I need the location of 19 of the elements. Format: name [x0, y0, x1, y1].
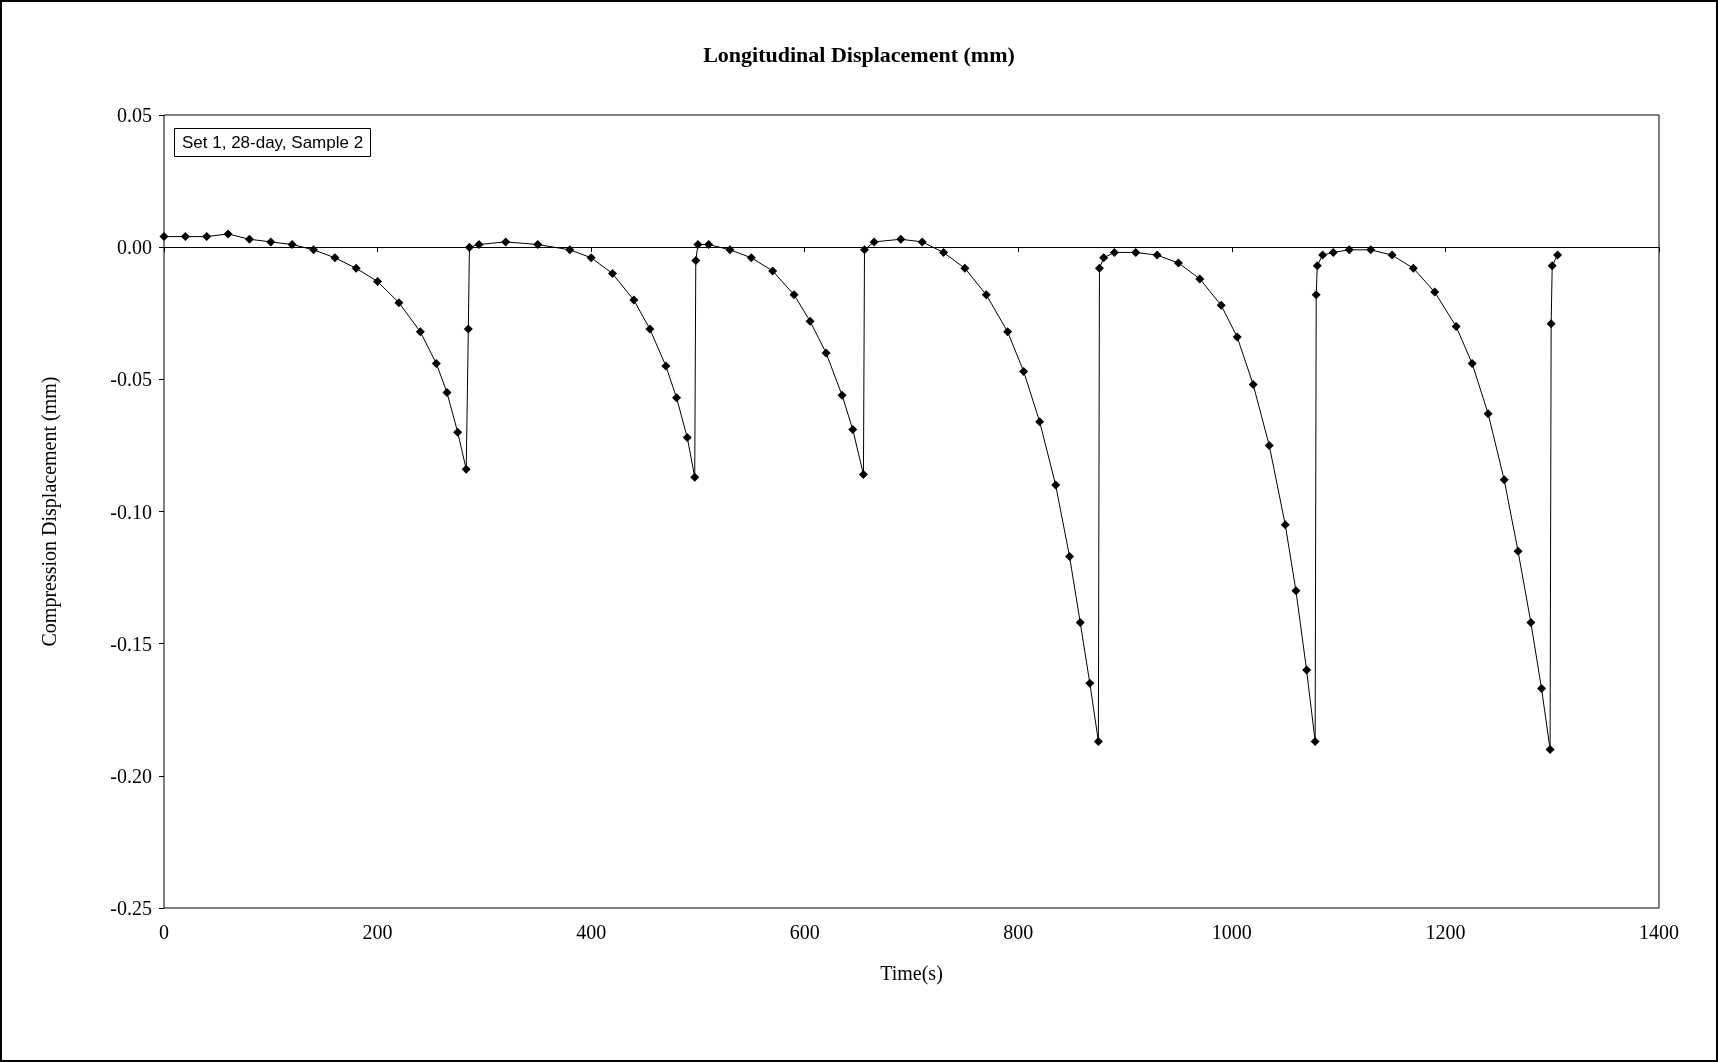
- x-tick-label: 0: [159, 921, 169, 943]
- y-tick-label: 0.05: [117, 104, 152, 126]
- y-tick-label: -0.15: [110, 632, 152, 655]
- x-tick-label: 1400: [1639, 921, 1679, 943]
- x-tick-label: 600: [789, 921, 820, 943]
- annotation: Set 1, 28-day, Sample 2: [182, 133, 364, 152]
- y-tick-label: -0.10: [110, 500, 152, 523]
- x-tick-label: 200: [362, 921, 393, 943]
- x-tick-label: 1200: [1425, 921, 1466, 943]
- y-tick-label: 0.00: [117, 236, 152, 259]
- y-tick-label: -0.05: [110, 368, 152, 391]
- y-tick-label: -0.25: [110, 897, 152, 919]
- x-tick-label: 1000: [1211, 921, 1252, 943]
- chart-title: Longitudinal Displacement (mm): [703, 41, 1015, 67]
- x-tick-label: 400: [576, 921, 607, 943]
- x-tick-label: 800: [1003, 921, 1034, 943]
- y-tick-label: -0.20: [110, 764, 152, 787]
- x-axis-title: Time(s): [880, 962, 943, 985]
- y-axis-title: Compression Displacement (mm): [38, 376, 61, 647]
